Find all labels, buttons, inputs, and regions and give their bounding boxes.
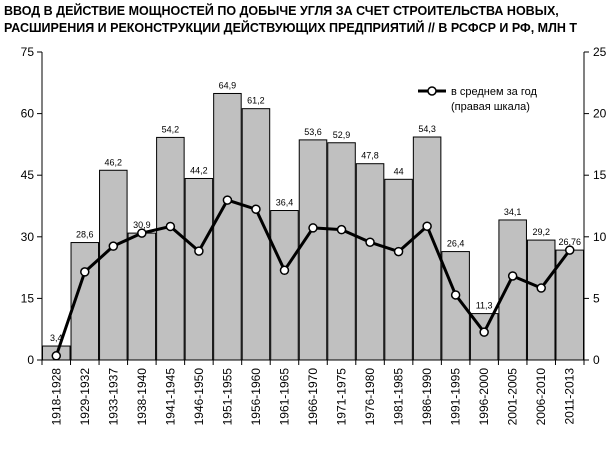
line-point [365, 237, 375, 247]
line-point [279, 265, 290, 276]
line-point [336, 224, 347, 235]
bar [498, 219, 527, 361]
data-label: 64,9 [219, 80, 237, 90]
line-point [564, 245, 575, 255]
line-point [536, 283, 546, 293]
data-label: 29,2 [532, 227, 550, 237]
data-label: 54,3 [418, 124, 436, 134]
line-point [222, 195, 233, 205]
legend-label-line-1: в среднем за год [451, 86, 537, 98]
data-labels-layer: 3,4 28,6 46,2 30,9 54,2 44,2 64,9 61,2 36,4 53,6 5… [50, 80, 581, 343]
legend: в среднем за год (правая шкала) [418, 86, 540, 113]
data-label: 61,2 [247, 96, 265, 106]
line-layer [51, 195, 575, 361]
data-label: 34,1 [504, 207, 522, 217]
line-point [450, 290, 461, 300]
data-label: 52,9 [333, 130, 351, 140]
data-label: 26,4 [447, 239, 465, 249]
line-point [479, 327, 489, 337]
data-label: 30,9 [133, 220, 151, 230]
line-point [165, 221, 176, 232]
bar [127, 232, 157, 361]
line-point [137, 228, 147, 238]
line-point [194, 246, 204, 256]
y-tick-label-left: 75 [21, 45, 35, 59]
x-tick-label: 1956-1960 [249, 368, 263, 426]
x-tick-label: 2001-2005 [506, 368, 520, 426]
x-tick-label: 2006-2010 [534, 368, 548, 426]
y-tick-label-left: 45 [21, 168, 35, 182]
chart-title: ВВОД В ДЕЙСТВИЕ МОЩНОСТЕЙ ПО ДОБЫЧЕ УГЛЯ… [4, 4, 577, 35]
y-tick-label-right: 25 [593, 45, 607, 59]
bars-layer [42, 92, 585, 361]
x-tick-label: 1941-1945 [163, 368, 177, 426]
line-point [422, 221, 432, 231]
x-tick-label: 1946-1950 [192, 368, 206, 426]
y-tick-label-right: 5 [593, 291, 600, 305]
x-tick-label: 1929-1932 [78, 368, 92, 426]
x-tick-label: 2011-2013 [563, 368, 577, 425]
x-tick-label: 1981-1985 [392, 368, 406, 426]
bar [99, 169, 128, 361]
data-label: 26,76 [558, 237, 581, 247]
line-point [308, 223, 318, 233]
data-label: 47,8 [361, 151, 379, 161]
x-tick-label: 1966-1970 [306, 368, 320, 426]
line-point [51, 351, 62, 361]
y-tick-label-right: 0 [593, 353, 600, 367]
data-label: 36,4 [276, 198, 294, 208]
line-point [393, 246, 404, 257]
x-tick-label: 1938-1940 [135, 368, 149, 426]
data-label: 53,6 [304, 127, 322, 137]
bar [327, 142, 356, 361]
data-label: 3,4 [50, 333, 63, 343]
bar [384, 178, 413, 361]
bar [298, 139, 328, 361]
line-point [108, 241, 119, 251]
bar [213, 92, 242, 361]
y-tick-label-right: 15 [593, 168, 607, 182]
x-tick-label: 1986-1990 [420, 368, 434, 426]
data-label: 46,2 [105, 157, 123, 167]
bar [412, 136, 442, 361]
axes-layer: 0 15 30 45 60 75 0 5 10 15 20 25 1918-1928 1929-1932 1… [21, 45, 607, 425]
bar [156, 136, 185, 361]
data-label: 54,2 [162, 124, 180, 134]
data-label: 44,2 [190, 165, 208, 175]
legend-marker [427, 86, 437, 96]
bar [555, 249, 585, 361]
x-tick-label: 1961-1965 [277, 368, 291, 426]
bar [241, 108, 271, 361]
legend-label: в среднем за год (правая шкала) [451, 86, 540, 113]
line-point [507, 271, 518, 281]
x-tick-label: 1918-1928 [49, 368, 63, 426]
x-tick-label: 1971-1975 [335, 368, 349, 426]
x-tick-label: 1951-1955 [220, 368, 234, 426]
y-tick-label-left: 60 [21, 107, 35, 121]
x-tick-label: 1996-2000 [477, 368, 491, 426]
x-tick-label: 1933-1937 [106, 368, 120, 426]
data-label: 44 [394, 166, 404, 176]
bar [184, 177, 214, 361]
line-point [251, 204, 261, 214]
y-tick-label-left: 15 [21, 291, 35, 305]
y-tick-label-right: 10 [593, 230, 607, 244]
data-label: 28,6 [76, 230, 94, 240]
bar [526, 239, 556, 361]
line-point [80, 267, 90, 277]
bar [270, 210, 299, 361]
legend-label-line-2: (правая шкала) [451, 101, 530, 113]
y-tick-label-left: 30 [21, 230, 35, 244]
bar [355, 163, 385, 361]
x-tick-label: 1976-1980 [363, 368, 377, 426]
data-label: 11,3 [476, 301, 493, 311]
y-tick-label-right: 20 [593, 107, 607, 121]
y-tick-label-left: 0 [27, 353, 34, 367]
x-tick-label: 1991-1995 [449, 368, 463, 426]
